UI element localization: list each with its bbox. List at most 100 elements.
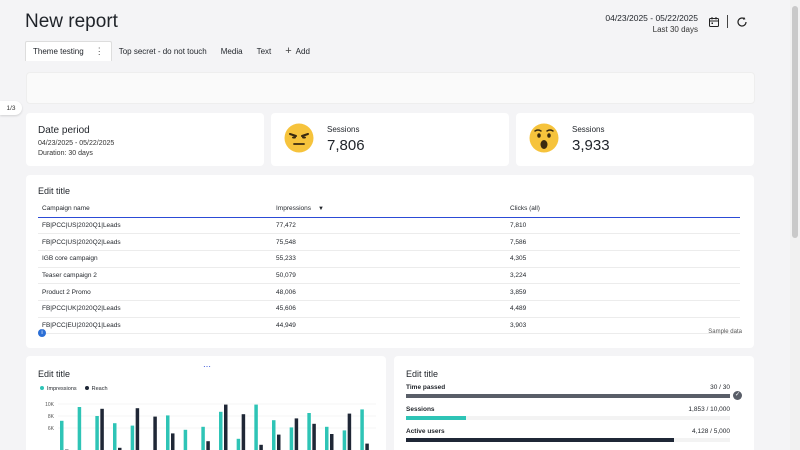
impressions-bar[interactable] (95, 416, 99, 450)
reach-bar[interactable] (347, 413, 352, 450)
impressions-cell: 55,233 (272, 250, 506, 268)
impressions-bar[interactable] (307, 413, 311, 450)
table-row[interactable]: IGB core campaign 55,233 4,305 (38, 250, 740, 268)
campaign-table: Campaign name Impressions ▼ Clicks (all) … (38, 201, 740, 335)
campaign-name-cell: FB|PCC|EU|2020Q1|Leads (38, 317, 272, 335)
tab-label: Media (220, 46, 243, 56)
campaign-name-cell: Teaser campaign 2 (38, 267, 272, 285)
impressions-bar[interactable] (342, 430, 347, 450)
progress-label: Active users (406, 428, 445, 435)
progress-track (406, 438, 730, 442)
reach-bar[interactable] (277, 434, 281, 450)
more-vertical-icon[interactable]: ⋮ (94, 46, 104, 56)
impressions-bar[interactable] (360, 409, 364, 450)
drag-handle-icon[interactable]: ⋯ (203, 362, 211, 371)
report-tabs: Theme testing ⋮ Top secret - do not touc… (25, 41, 317, 61)
report-header: New report 04/23/2025 - 05/22/2025 Last … (0, 0, 790, 64)
date-period-range: 04/23/2025 - 05/22/2025 (38, 140, 115, 147)
reach-bar[interactable] (259, 444, 263, 450)
clicks-cell: 7,586 (506, 233, 740, 251)
date-range-label[interactable]: 04/23/2025 - 05/22/2025 (605, 13, 698, 23)
scrollbar-thumb[interactable] (792, 6, 798, 238)
info-icon[interactable]: i (38, 329, 46, 337)
progress-title[interactable]: Edit title (406, 369, 439, 379)
tab-top-secret[interactable]: Top secret - do not touch (112, 41, 214, 61)
campaign-name-cell: Product 2 Promo (38, 283, 272, 301)
date-range-preset[interactable]: Last 30 days (652, 25, 698, 34)
sessions-kpi-card[interactable]: Sessions 7,806 (271, 113, 509, 166)
impressions-bar[interactable] (113, 423, 117, 450)
refresh-icon[interactable] (736, 16, 748, 28)
add-tab-button[interactable]: + Add (278, 41, 317, 61)
reach-bar[interactable] (330, 434, 334, 450)
sessions-label: Sessions (572, 125, 605, 134)
legend-item[interactable]: Impressions (40, 386, 77, 392)
empty-banner-widget[interactable] (26, 72, 755, 104)
impressions-cell: 48,006 (272, 283, 506, 301)
campaign-table-card[interactable]: Edit title Campaign name Impressions ▼ Cl… (26, 175, 754, 348)
goals-progress-card[interactable]: Edit title Time passed 30 / 30 ✓ Sessions 1,… (394, 356, 754, 450)
page-indicator[interactable]: 1/3 (0, 101, 22, 115)
sessions-kpi-card[interactable]: Sessions 3,933 (516, 113, 754, 166)
reach-bar[interactable] (100, 408, 104, 450)
progress-fill (406, 416, 466, 420)
progress-label: Sessions (406, 406, 435, 413)
reach-bar[interactable] (171, 433, 175, 450)
reach-bar[interactable] (294, 418, 299, 450)
bar-chart-card[interactable]: ⋯ Edit title Impressions Reach 10K 8K 6K (26, 356, 386, 450)
impressions-bar[interactable] (325, 426, 329, 450)
column-header[interactable]: Clicks (all) (506, 201, 740, 218)
column-header[interactable]: Impressions ▼ (272, 201, 506, 218)
sort-desc-icon[interactable]: ▼ (318, 206, 324, 213)
reach-bar[interactable] (206, 441, 210, 450)
sessions-label: Sessions (327, 125, 360, 134)
reach-bar[interactable] (365, 443, 369, 450)
progress-value: 30 / 30 (710, 384, 730, 391)
reach-bar[interactable] (118, 447, 122, 450)
reach-bar[interactable] (241, 414, 246, 450)
add-tab-label: Add (295, 46, 310, 56)
table-row[interactable]: FB|PCC|US|2020Q1|Leads 77,472 7,810 (38, 217, 740, 235)
campaign-name-cell: IGB core campaign (38, 250, 272, 268)
table-header-row: Campaign name Impressions ▼ Clicks (all) (38, 201, 740, 218)
reach-bar[interactable] (153, 416, 157, 450)
impressions-bar[interactable] (130, 425, 135, 450)
reach-bar[interactable] (135, 408, 140, 450)
calendar-icon[interactable] (708, 16, 720, 28)
header-divider (727, 15, 728, 28)
vertical-scrollbar[interactable] (790, 0, 800, 450)
date-period-card[interactable]: Date period 04/23/2025 - 05/22/2025 Dura… (26, 113, 264, 166)
impressions-bar[interactable] (272, 420, 276, 450)
impressions-cell: 75,548 (272, 233, 506, 251)
impressions-bar[interactable] (236, 438, 241, 450)
tab-theme-testing[interactable]: Theme testing ⋮ (25, 41, 112, 61)
chart-title[interactable]: Edit title (38, 369, 71, 379)
table-row[interactable]: FB|PCC|US|2020Q2|Leads 75,548 7,586 (38, 233, 740, 251)
impressions-bar[interactable] (60, 420, 64, 450)
reach-bar[interactable] (224, 404, 228, 450)
impressions-bar[interactable] (254, 404, 258, 450)
impressions-bar[interactable] (201, 426, 205, 450)
legend-item[interactable]: Reach (84, 386, 108, 392)
clicks-cell: 3,903 (506, 317, 740, 335)
tab-text[interactable]: Text (250, 41, 279, 61)
column-header[interactable]: Campaign name (38, 201, 272, 218)
reach-bar[interactable] (312, 423, 316, 450)
table-title[interactable]: Edit title (38, 186, 71, 196)
table-row[interactable]: Teaser campaign 2 50,079 3,224 (38, 267, 740, 285)
legend-swatch (84, 386, 89, 390)
tab-media[interactable]: Media (214, 41, 250, 61)
clicks-cell: 3,224 (506, 267, 740, 285)
y-tick-label: 10K (45, 402, 55, 408)
impressions-cell: 77,472 (272, 217, 506, 235)
table-row[interactable]: FB|PCC|EU|2020Q1|Leads 44,949 3,903 (38, 317, 740, 335)
impressions-bar[interactable] (219, 411, 223, 450)
impressions-bar[interactable] (166, 415, 170, 450)
impressions-bar[interactable] (289, 427, 294, 450)
table-row[interactable]: Product 2 Promo 48,006 3,859 (38, 283, 740, 301)
progress-label: Time passed (406, 384, 446, 391)
clicks-cell: 4,305 (506, 250, 740, 268)
table-row[interactable]: FB|PCC|UK|2020Q2|Leads 45,606 4,489 (38, 300, 740, 318)
impressions-bar[interactable] (77, 407, 82, 450)
impressions-bar[interactable] (183, 429, 188, 450)
